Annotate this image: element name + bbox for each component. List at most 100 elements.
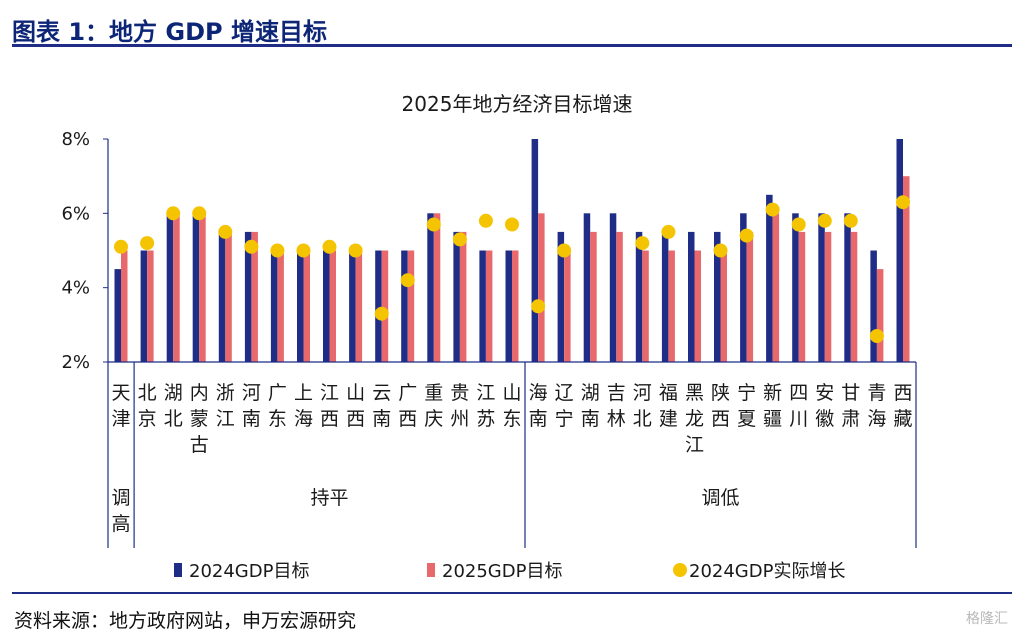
bar-2024-target-28 — [844, 213, 851, 362]
bar-2024-target-5 — [244, 231, 252, 362]
x-tick-label-0-1: 津 — [111, 408, 130, 430]
x-tick-label-7-0: 上 — [294, 382, 313, 404]
bar-2025-target-3 — [199, 213, 206, 362]
point-2024-actual-13 — [452, 232, 467, 247]
point-2024-actual-27 — [817, 213, 832, 228]
x-tick-label-7-1: 海 — [294, 408, 313, 430]
point-2024-actual-29 — [869, 329, 884, 343]
bar-2024-target-11 — [401, 250, 408, 362]
point-2024-actual-26 — [791, 217, 806, 232]
group-label-2: 调低 — [701, 487, 739, 509]
bar-2024-target-25 — [766, 194, 773, 363]
point-2024-actual-6 — [270, 243, 285, 258]
bar-2024-target-24 — [740, 213, 747, 362]
x-tick-label-10-1: 南 — [372, 408, 391, 430]
x-tick-label-15-0: 山 — [502, 382, 521, 404]
point-2024-actual-1 — [140, 236, 155, 251]
x-tick-label-22-1: 龙 — [685, 408, 704, 430]
y-tick-label-3: 8% — [61, 129, 90, 150]
bar-2025-target-30 — [903, 176, 910, 362]
x-tick-label-28-1: 肃 — [841, 408, 860, 430]
group-label-1: 持平 — [310, 487, 348, 509]
bar-2025-target-23 — [720, 250, 727, 362]
x-tick-label-12-1: 庆 — [424, 408, 443, 430]
point-2024-actual-30 — [896, 195, 910, 210]
point-2024-actual-28 — [843, 213, 858, 228]
source-note: 资料来源：地方政府网站，申万宏源研究 — [14, 610, 357, 632]
bar-2024-target-26 — [792, 213, 799, 362]
x-tick-label-23-0: 陕 — [711, 382, 730, 404]
x-tick-label-24-1: 夏 — [737, 408, 756, 430]
legend-label-2: 2024GDP实际增长 — [689, 561, 845, 582]
bar-2024-target-10 — [375, 250, 382, 362]
x-tick-label-16-1: 南 — [529, 408, 548, 430]
point-2024-actual-2 — [166, 206, 181, 221]
bar-2024-target-22 — [688, 231, 695, 362]
x-tick-label-28-0: 甘 — [841, 382, 860, 404]
x-tick-label-21-0: 福 — [659, 382, 678, 404]
bar-2024-target-9 — [349, 250, 356, 362]
y-tick-label-1: 4% — [61, 278, 90, 299]
x-tick-label-15-1: 东 — [502, 408, 521, 430]
x-tick-label-20-1: 北 — [633, 408, 652, 430]
x-tick-label-2-0: 湖 — [164, 382, 183, 404]
point-2024-actual-25 — [765, 202, 780, 217]
point-2024-actual-0 — [114, 239, 128, 254]
x-tick-label-3-1: 蒙 — [190, 408, 209, 430]
bar-2025-target-19 — [616, 231, 623, 362]
bar-2024-target-30 — [896, 139, 903, 362]
point-2024-actual-8 — [322, 239, 337, 254]
legend-swatch-1 — [427, 563, 435, 577]
bar-2025-target-28 — [850, 231, 858, 362]
x-tick-label-29-1: 海 — [867, 408, 886, 430]
legend-label-0: 2024GDP目标 — [189, 561, 309, 582]
bar-2024-target-21 — [661, 231, 669, 362]
bar-2024-target-14 — [479, 250, 486, 362]
x-tick-label-11-1: 西 — [398, 408, 417, 430]
chart-title: 2025年地方经济目标增速 — [402, 92, 633, 116]
group-label-0-0: 调 — [111, 487, 130, 509]
axis-layer: 天津北京湖北内蒙古浙江河南广东上海江西山西云南广西重庆贵州江苏山东海南辽宁湖南吉… — [61, 129, 917, 548]
x-tick-label-26-1: 川 — [789, 408, 808, 430]
x-tick-label-3-0: 内 — [190, 382, 209, 404]
bar-2025-target-29 — [876, 269, 884, 362]
bar-2025-target-12 — [433, 213, 441, 362]
y-tick-label-2: 6% — [61, 203, 90, 224]
bar-2025-target-15 — [512, 250, 519, 362]
footer-divider — [12, 592, 1012, 594]
x-tick-label-2-1: 北 — [164, 408, 183, 430]
bars-layer — [114, 139, 910, 363]
x-tick-label-1-1: 京 — [138, 408, 157, 430]
bar-2025-target-0 — [121, 250, 128, 362]
bar-2024-target-12 — [427, 213, 434, 362]
y-tick-label-0: 2% — [61, 352, 90, 373]
bar-2025-target-13 — [459, 231, 467, 362]
x-tick-label-12-0: 重 — [424, 382, 443, 404]
bar-2024-target-15 — [505, 250, 512, 362]
bar-2025-target-5 — [251, 231, 258, 362]
bar-2025-target-6 — [277, 250, 284, 362]
bar-2025-target-11 — [407, 250, 415, 362]
point-2024-actual-5 — [244, 239, 259, 254]
x-tick-label-20-0: 河 — [633, 382, 652, 404]
x-tick-label-3-2: 古 — [190, 434, 209, 456]
bar-2024-target-29 — [870, 250, 877, 362]
x-tick-label-26-0: 四 — [789, 382, 808, 404]
group-label-0-1: 高 — [111, 513, 130, 535]
point-2024-actual-3 — [192, 206, 207, 221]
x-tick-label-13-1: 州 — [450, 408, 469, 430]
point-2024-actual-23 — [713, 243, 728, 258]
x-tick-label-19-1: 林 — [607, 408, 626, 430]
bar-2025-target-25 — [772, 213, 780, 362]
x-tick-label-18-0: 湖 — [581, 382, 600, 404]
x-tick-label-4-0: 浙 — [216, 382, 235, 404]
point-2024-actual-12 — [426, 217, 441, 232]
x-tick-label-30-0: 西 — [893, 382, 912, 404]
x-tick-label-24-0: 宁 — [737, 382, 756, 404]
point-2024-actual-17 — [557, 243, 572, 258]
x-tick-label-18-1: 南 — [581, 408, 600, 430]
bar-2025-target-16 — [538, 213, 545, 362]
x-tick-label-9-0: 山 — [346, 382, 365, 404]
point-2024-actual-16 — [531, 299, 546, 314]
